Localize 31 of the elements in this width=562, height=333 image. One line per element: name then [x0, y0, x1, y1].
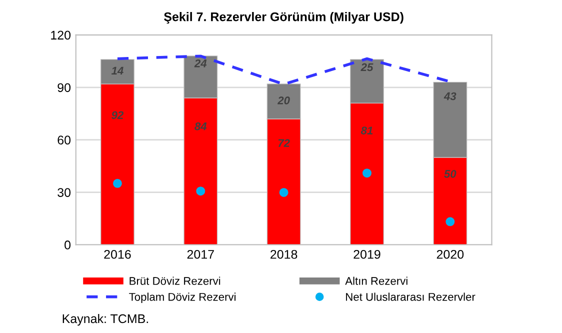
data-label: 92 [112, 111, 124, 120]
x-tick-label: 2017 [187, 250, 214, 259]
data-label: 84 [194, 122, 207, 130]
x-tick-label: 2019 [354, 250, 380, 259]
data-label: 20 [277, 96, 290, 104]
data-label: 24 [194, 59, 207, 68]
point [196, 186, 206, 196]
text: Kaynak: TCMB. [62, 314, 148, 326]
legend-label: Toplam Döviz Rezervi [129, 292, 236, 304]
data-label: 43 [444, 92, 456, 100]
y-tick-label: 60 [58, 136, 71, 145]
legend-label: Altın Rezervi [345, 276, 408, 285]
y-tick-label: 30 [58, 188, 71, 197]
point [279, 188, 288, 197]
data-label: 14 [111, 66, 124, 75]
data-label: 50 [444, 170, 456, 178]
point [112, 178, 122, 188]
legend-label: Net Uluslararası Rezervler [346, 292, 476, 301]
data-label: 72 [278, 139, 290, 147]
x-tick-label: 2016 [104, 250, 131, 259]
legend-label: Brüt Döviz Rezervi [130, 276, 220, 285]
data-label: 25 [360, 63, 374, 72]
x-tick-label: 2020 [436, 250, 464, 259]
point [362, 168, 372, 178]
x-tick-label: 2018 [270, 250, 298, 259]
point [446, 217, 455, 226]
chart-title: Şekil 7. Rezervler Görünüm (Milyar USD) [164, 12, 404, 24]
data-label: 81 [360, 126, 373, 134]
y-tick-label: 0 [64, 240, 71, 250]
y-tick-label: 120 [51, 30, 71, 40]
y-tick-label: 90 [58, 83, 71, 92]
